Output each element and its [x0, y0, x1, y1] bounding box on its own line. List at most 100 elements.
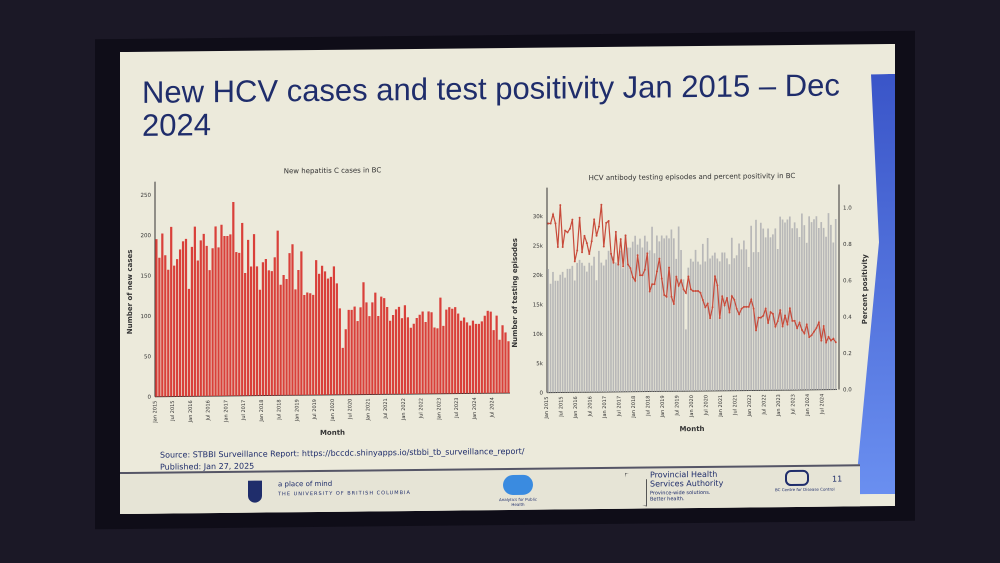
testing-bar — [808, 216, 810, 390]
positivity-point — [813, 330, 816, 333]
case-bar — [173, 265, 176, 397]
positivity-point — [704, 306, 707, 309]
phsa-name: Provincial Health Services Authority — [650, 469, 724, 489]
testing-bar — [745, 249, 748, 391]
positivity-point — [699, 291, 702, 294]
case-bar — [436, 328, 439, 394]
y-axis-label: Number of testing episodes — [511, 238, 519, 348]
case-bar — [412, 323, 415, 394]
positivity-point — [641, 274, 644, 277]
case-bar — [297, 269, 300, 396]
testing-bar — [774, 228, 777, 391]
positivity-point — [762, 314, 765, 317]
testing-bar — [767, 228, 769, 391]
case-bar — [205, 245, 208, 397]
positivity-point — [832, 337, 835, 340]
testing-bar — [653, 253, 656, 392]
positivity-point — [629, 267, 632, 270]
case-bar — [223, 236, 226, 396]
y-tick-label: 200 — [141, 233, 152, 239]
testing-bar — [791, 228, 794, 391]
positivity-point — [559, 204, 562, 207]
right-y-tick-label: 0.4 — [843, 315, 852, 321]
positivity-point — [781, 325, 784, 328]
case-bar — [403, 305, 407, 395]
case-bar — [184, 238, 188, 397]
x-tick-label: Jan 2019 — [660, 395, 666, 418]
testing-bar — [629, 247, 632, 392]
positivity-point — [595, 234, 598, 237]
case-bar — [264, 259, 267, 396]
positivity-point — [622, 265, 625, 268]
positivity-point — [675, 275, 678, 278]
testing-bar — [593, 256, 595, 393]
testing-bar — [660, 235, 663, 392]
x-tick-label: Jan 2022 — [401, 398, 407, 421]
testing-bar — [588, 262, 591, 393]
positivity-point — [547, 222, 550, 225]
testing-bar — [697, 261, 699, 392]
positivity-point — [788, 307, 791, 310]
testing-bar — [699, 264, 702, 391]
case-bar — [187, 288, 191, 397]
testing-bar — [619, 250, 622, 392]
testing-bar — [757, 252, 760, 391]
y-tick-label: 10k — [533, 332, 544, 338]
case-bar — [445, 309, 448, 394]
testing-bar — [805, 242, 808, 390]
case-bar — [471, 320, 475, 394]
positivity-point — [771, 312, 774, 315]
case-bar — [332, 266, 336, 395]
y-tick-label: 0 — [540, 391, 544, 397]
testing-bar — [656, 235, 658, 392]
positivity-point — [665, 295, 668, 298]
testing-bar — [793, 222, 796, 391]
testing-bar — [817, 227, 820, 390]
positivity-point — [776, 320, 779, 323]
case-bar — [178, 249, 182, 397]
testing-bar — [786, 219, 789, 391]
case-bar — [161, 233, 164, 397]
positivity-point — [581, 251, 584, 254]
testing-bar — [677, 226, 680, 392]
positivity-point — [578, 216, 581, 219]
analytics-cloud-logo — [503, 474, 533, 496]
testing-bar — [576, 262, 578, 393]
positivity-point — [689, 288, 692, 291]
case-bar — [377, 315, 380, 395]
y-tick-label: 5k — [536, 361, 543, 367]
testing-bar — [685, 329, 687, 392]
testing-bar — [564, 277, 566, 393]
case-bar — [451, 308, 454, 394]
case-bar — [415, 318, 418, 394]
positivity-point — [825, 341, 828, 344]
x-tick-label: Jul 2018 — [646, 395, 652, 416]
case-bar — [285, 278, 288, 396]
case-bar — [249, 266, 253, 396]
positivity-point — [646, 252, 649, 255]
testing-bar — [663, 238, 665, 392]
positivity-point — [738, 313, 741, 316]
testing-bar — [670, 229, 673, 392]
case-bar — [155, 239, 158, 397]
positivity-point — [827, 335, 830, 338]
y-tick-label: 0 — [148, 395, 152, 401]
positivity-point — [745, 305, 748, 308]
positivity-point — [658, 257, 661, 260]
positivity-point — [817, 321, 820, 324]
positivity-point — [571, 218, 574, 221]
testing-bar — [747, 266, 750, 391]
x-tick-label: Jan 2020 — [330, 399, 336, 422]
case-bar — [291, 244, 294, 396]
case-bar — [397, 306, 401, 395]
testing-bar — [658, 241, 661, 392]
positivity-point — [808, 336, 811, 339]
testing-bar — [614, 262, 617, 392]
testing-bar — [750, 225, 752, 391]
positivity-point — [694, 290, 697, 293]
positivity-point — [573, 260, 576, 263]
x-tick-label: Jan 2018 — [631, 396, 637, 419]
testing-bar — [711, 255, 714, 391]
testing-bar — [726, 258, 728, 391]
testing-bar — [573, 280, 576, 393]
